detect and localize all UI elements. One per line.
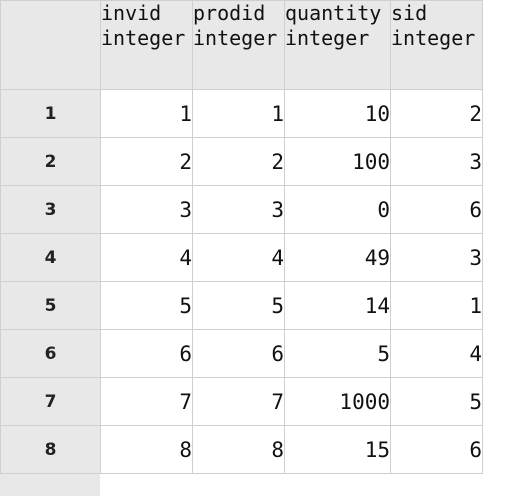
header-row: invid integer prodid integer quantity in…	[0, 0, 483, 90]
column-name: invid	[101, 1, 162, 26]
column-header-sid[interactable]: sid integer	[390, 0, 483, 90]
table-row[interactable]: 2 2 2 100 3	[0, 137, 483, 186]
column-header-quantity[interactable]: quantity integer	[284, 0, 391, 90]
column-type: integer	[285, 26, 370, 50]
cell-invid[interactable]: 7	[100, 377, 193, 426]
row-number[interactable]: 8	[0, 425, 101, 474]
cell-sid[interactable]: 3	[390, 233, 483, 282]
cell-prodid[interactable]: 2	[192, 137, 285, 186]
row-number[interactable]: 2	[0, 137, 101, 186]
cell-sid[interactable]: 5	[390, 377, 483, 426]
cell-invid[interactable]: 6	[100, 329, 193, 378]
table-row[interactable]: 3 3 3 0 6	[0, 185, 483, 234]
cell-prodid[interactable]: 8	[192, 425, 285, 474]
row-number[interactable]: 5	[0, 281, 101, 330]
table-row[interactable]: 8 8 8 15 6	[0, 425, 483, 474]
column-name: prodid	[193, 1, 266, 26]
cell-sid[interactable]: 6	[390, 185, 483, 234]
cell-quantity[interactable]: 15	[284, 425, 391, 474]
column-name: sid	[391, 1, 428, 26]
cell-prodid[interactable]: 6	[192, 329, 285, 378]
table-row[interactable]: 4 4 4 49 3	[0, 233, 483, 282]
cell-quantity[interactable]: 10	[284, 89, 391, 138]
cell-invid[interactable]: 5	[100, 281, 193, 330]
cell-sid[interactable]: 1	[390, 281, 483, 330]
row-number[interactable]: 4	[0, 233, 101, 282]
cell-prodid[interactable]: 1	[192, 89, 285, 138]
column-header-prodid[interactable]: prodid integer	[192, 0, 285, 90]
table-row[interactable]: 6 6 6 5 4	[0, 329, 483, 378]
cell-prodid[interactable]: 4	[192, 233, 285, 282]
row-number[interactable]: 6	[0, 329, 101, 378]
table-row[interactable]: 1 1 1 10 2	[0, 89, 483, 138]
cell-invid[interactable]: 8	[100, 425, 193, 474]
cell-invid[interactable]: 4	[100, 233, 193, 282]
row-number[interactable]: 1	[0, 89, 101, 138]
column-type: integer	[193, 26, 278, 50]
cell-invid[interactable]: 2	[100, 137, 193, 186]
cell-sid[interactable]: 3	[390, 137, 483, 186]
cell-invid[interactable]: 1	[100, 89, 193, 138]
cell-sid[interactable]: 2	[390, 89, 483, 138]
corner-cell[interactable]	[0, 0, 101, 90]
cell-quantity[interactable]: 1000	[284, 377, 391, 426]
cell-sid[interactable]: 4	[390, 329, 483, 378]
cell-sid[interactable]: 6	[390, 425, 483, 474]
table-row[interactable]: 5 5 5 14 1	[0, 281, 483, 330]
column-name: quantity	[285, 1, 382, 26]
column-type: integer	[101, 26, 186, 50]
cell-prodid[interactable]: 7	[192, 377, 285, 426]
data-grid: invid integer prodid integer quantity in…	[0, 0, 483, 474]
row-number[interactable]: 3	[0, 185, 101, 234]
cell-quantity[interactable]: 100	[284, 137, 391, 186]
cell-quantity[interactable]: 0	[284, 185, 391, 234]
cell-invid[interactable]: 3	[100, 185, 193, 234]
cell-quantity[interactable]: 14	[284, 281, 391, 330]
cell-quantity[interactable]: 49	[284, 233, 391, 282]
cell-prodid[interactable]: 5	[192, 281, 285, 330]
row-header-filler	[0, 470, 100, 496]
row-number[interactable]: 7	[0, 377, 101, 426]
column-header-invid[interactable]: invid integer	[100, 0, 193, 90]
cell-prodid[interactable]: 3	[192, 185, 285, 234]
column-type: integer	[391, 26, 476, 50]
table-row[interactable]: 7 7 7 1000 5	[0, 377, 483, 426]
cell-quantity[interactable]: 5	[284, 329, 391, 378]
